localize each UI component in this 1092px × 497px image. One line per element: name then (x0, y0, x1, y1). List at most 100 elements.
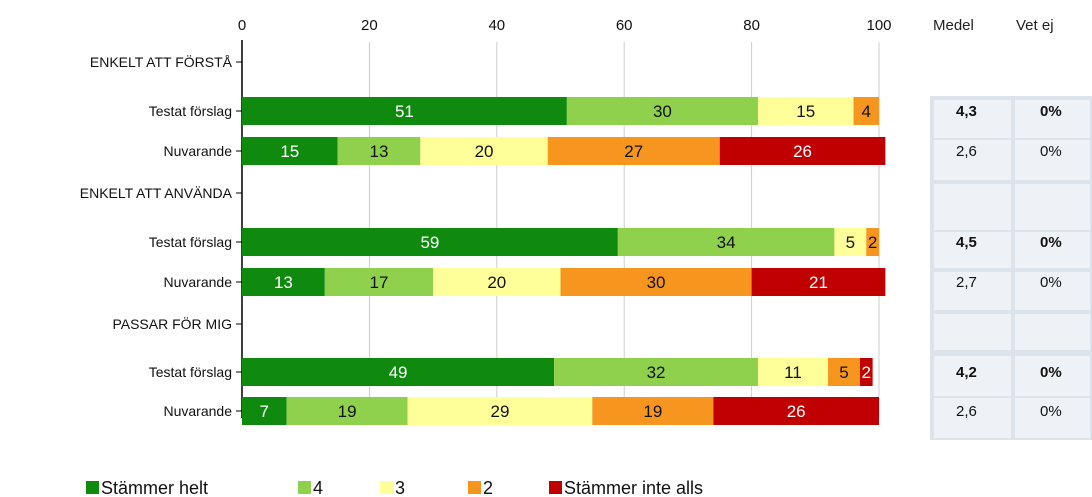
bar-value-label: 30 (647, 273, 666, 292)
bar-segment (828, 358, 860, 386)
bar-segment (592, 397, 714, 425)
bar-segment (859, 358, 873, 386)
bar-value-label: 30 (653, 102, 672, 121)
bar-value-label: 49 (389, 363, 408, 382)
stats-cell (1015, 140, 1090, 180)
bar-segment (560, 268, 752, 296)
bar-value-label: 26 (793, 142, 812, 161)
row-label: Nuvarande (164, 403, 233, 419)
bar-segment (324, 268, 434, 296)
medel-value: 4,5 (956, 234, 977, 251)
bar-segment (242, 268, 325, 296)
stats-cell (1015, 232, 1090, 268)
bar-segment (866, 228, 879, 256)
bar-value-label: 20 (475, 142, 494, 161)
column-header-medel: Medel (933, 17, 974, 34)
legend-label: 3 (395, 478, 405, 497)
x-tick-label: 100 (866, 17, 891, 34)
row-label: Testat förslag (149, 234, 232, 250)
bar-segment (757, 97, 854, 125)
medel-value: 2,6 (956, 143, 977, 160)
bar-value-label: 13 (274, 273, 293, 292)
legend-label: 4 (313, 478, 323, 497)
x-tick-label: 40 (488, 17, 505, 34)
legend-label: Stämmer inte alls (564, 478, 703, 497)
legend-label: Stämmer helt (101, 478, 208, 497)
bar-value-label: 5 (839, 363, 848, 382)
medel-value: 2,6 (956, 403, 977, 420)
vetej-value: 0% (1040, 364, 1062, 381)
stats-cell (1015, 100, 1090, 138)
vetej-value: 0% (1040, 403, 1062, 420)
bar-value-label: 11 (784, 363, 802, 382)
bar-segment (407, 397, 593, 425)
row-label: Nuvarande (164, 143, 233, 159)
column-header-vetej: Vet ej (1016, 17, 1054, 34)
stats-cell (934, 140, 1011, 180)
bar-value-label: 19 (338, 402, 357, 421)
stats-cell (934, 356, 1011, 396)
bar-segment (242, 137, 338, 165)
bar-value-label: 4 (862, 102, 871, 121)
x-tick-label: 80 (743, 17, 760, 34)
medel-value: 2,7 (956, 274, 977, 291)
bar-segment (617, 228, 835, 256)
stats-cell (934, 184, 1011, 230)
bar-value-label: 34 (717, 233, 736, 252)
bar-value-label: 51 (395, 102, 414, 121)
bar-value-label: 20 (487, 273, 506, 292)
bar-value-label: 32 (647, 363, 666, 382)
bar-segment (337, 137, 421, 165)
stats-cell (934, 100, 1011, 138)
bar-value-label: 5 (846, 233, 855, 252)
row-label: Testat förslag (149, 103, 232, 119)
bar-value-label: 2 (868, 233, 877, 252)
bar-value-label: 7 (260, 402, 269, 421)
vetej-value: 0% (1040, 103, 1062, 120)
stats-cell (934, 398, 1011, 438)
bar-segment (286, 397, 408, 425)
legend-label: 2 (483, 478, 493, 497)
group-label: ENKELT ATT ANVÄNDA (80, 185, 233, 201)
group-label: PASSAR FÖR MIG (112, 315, 232, 332)
bar-value-label: 15 (796, 102, 815, 121)
legend-swatch (86, 481, 99, 494)
stats-cell (934, 314, 1011, 350)
vetej-value: 0% (1040, 143, 1062, 160)
x-tick-label: 20 (361, 17, 378, 34)
bar-segment (719, 137, 886, 165)
bar-value-label: 19 (643, 402, 662, 421)
bar-segment (242, 358, 555, 386)
bar-value-label: 13 (369, 142, 388, 161)
vetej-value: 0% (1040, 274, 1062, 291)
bar-value-label: 59 (420, 233, 439, 252)
bar-value-label: 15 (280, 142, 299, 161)
bar-segment (242, 228, 618, 256)
bar-segment (713, 397, 879, 425)
bar-segment (566, 97, 758, 125)
stats-cell (1015, 314, 1090, 350)
stats-cell (1015, 356, 1090, 396)
legend-swatch (468, 481, 481, 494)
x-tick-label: 0 (238, 17, 246, 34)
stats-cell (934, 232, 1011, 268)
bar-value-label: 27 (624, 142, 643, 161)
bar-segment (757, 358, 829, 386)
bar-segment (420, 137, 548, 165)
legend-swatch (380, 481, 393, 494)
legend-swatch (549, 481, 562, 494)
stats-cell (934, 272, 1011, 310)
stats-cell (1015, 398, 1090, 438)
bar-segment (242, 397, 287, 425)
bar-value-label: 21 (809, 273, 828, 292)
bar-segment (554, 358, 758, 386)
group-label: ENKELT ATT FÖRSTÅ (90, 53, 233, 70)
x-tick-label: 60 (616, 17, 633, 34)
legend-swatch (298, 481, 311, 494)
bar-segment (433, 268, 561, 296)
bar-value-label: 26 (787, 402, 806, 421)
medel-value: 4,3 (956, 103, 977, 120)
bar-segment (751, 268, 886, 296)
medel-value: 4,2 (956, 364, 977, 381)
